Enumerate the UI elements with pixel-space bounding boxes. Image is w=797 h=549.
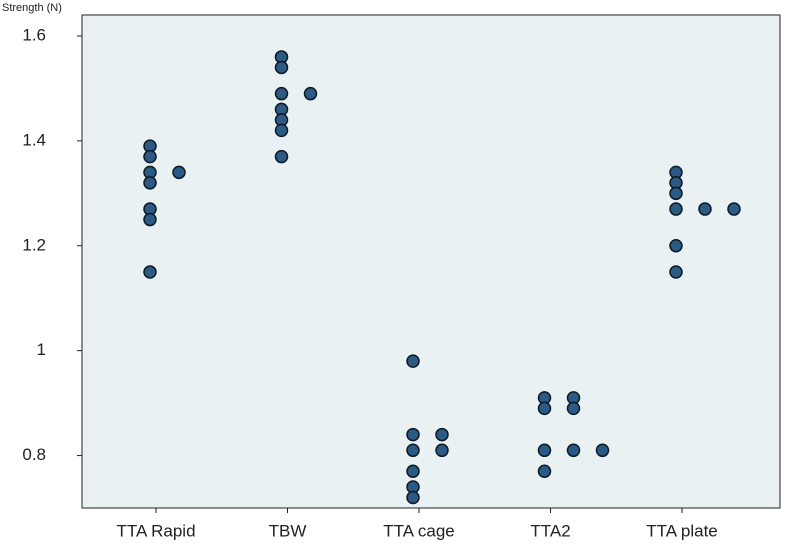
- dot: [274, 60, 289, 75]
- y-tick-label: 1.4: [22, 130, 46, 149]
- dot: [303, 86, 318, 101]
- y-axis-label: Strength (N): [2, 2, 62, 14]
- dot: [566, 443, 581, 458]
- dot: [669, 186, 683, 201]
- dot: [406, 464, 420, 479]
- dot: [669, 265, 683, 279]
- dot: [274, 149, 289, 164]
- dot: [143, 265, 157, 279]
- x-tick-label: TTA Rapid: [116, 521, 195, 540]
- y-tick-label: 1: [37, 340, 46, 359]
- dot: [406, 427, 420, 442]
- dot: [669, 202, 683, 216]
- dot: [698, 202, 712, 216]
- plot-area: [81, 14, 781, 509]
- dot: [669, 239, 683, 253]
- dot: [406, 354, 420, 368]
- dot: [566, 401, 581, 416]
- x-tick-label: TBW: [269, 521, 307, 540]
- y-tick-label: 1.2: [22, 235, 46, 254]
- dot: [274, 86, 289, 101]
- y-tick-label: 1.6: [22, 25, 46, 44]
- dot: [435, 427, 449, 442]
- dot: [537, 443, 552, 458]
- x-tick-label: TTA cage: [383, 521, 455, 540]
- dot: [274, 123, 289, 138]
- dot: [537, 401, 552, 416]
- x-tick-label: TTA2: [530, 521, 570, 540]
- dot: [143, 212, 157, 227]
- x-tick-label: TTA plate: [646, 521, 718, 540]
- dot: [537, 464, 552, 479]
- dot: [143, 176, 157, 190]
- dot: [406, 490, 420, 505]
- y-tick-label: 0.8: [22, 445, 46, 464]
- dot: [172, 165, 186, 180]
- dot: [727, 202, 741, 216]
- dot: [435, 443, 449, 458]
- dot: [143, 149, 157, 164]
- dot: [406, 443, 420, 458]
- dot: [595, 443, 610, 458]
